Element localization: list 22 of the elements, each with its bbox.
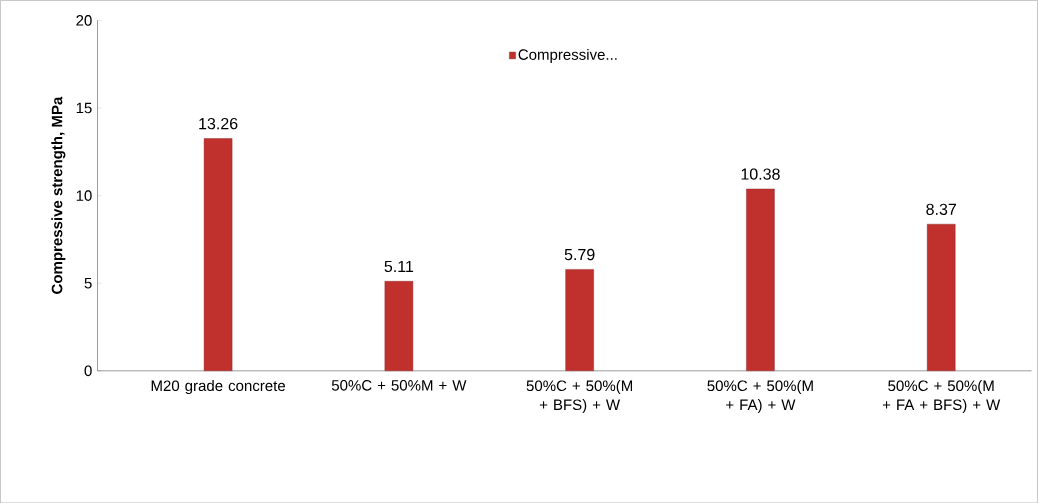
- y-tick-label: 15: [76, 102, 92, 114]
- data-label: 8.37: [926, 203, 956, 215]
- y-tick-label: 0: [84, 365, 92, 376]
- y-tick-label: 10: [76, 190, 92, 201]
- y-axis-title: Compressive strength, MPa: [51, 96, 66, 294]
- x-tick-label: 50%C + 50%(M + FA + BFS) + W: [882, 379, 1001, 413]
- data-label: 10.38: [741, 168, 780, 180]
- bar: [746, 188, 775, 371]
- data-label: 5.79: [564, 248, 595, 260]
- x-tick-label: 50%C + 50%(M + FA) + W: [707, 379, 813, 413]
- bar: [203, 138, 233, 371]
- x-tick-label: 50%C + 50%(M + BFS) + W: [526, 379, 633, 413]
- bar: [926, 223, 956, 371]
- bar: [384, 280, 414, 371]
- data-label: 5.11: [384, 260, 414, 272]
- x-tick-label: 50%C + 50%M + W: [331, 379, 467, 391]
- x-tick-label: M20 grade concrete: [151, 379, 286, 394]
- y-tick-label: 20: [76, 14, 92, 26]
- bar: [565, 268, 594, 371]
- y-tick-label: 5: [84, 277, 92, 289]
- data-label: 13.26: [199, 117, 238, 130]
- legend-label: Compressive...: [518, 48, 617, 63]
